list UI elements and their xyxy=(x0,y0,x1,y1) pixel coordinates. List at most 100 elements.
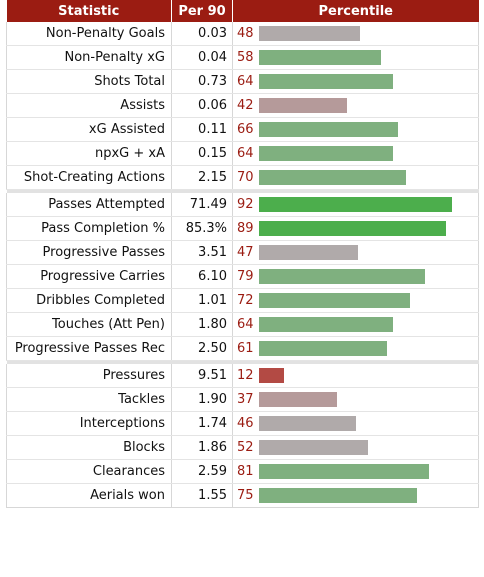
percentile-value: 66 xyxy=(237,122,254,137)
statistic-cell: Non-Penalty Goals xyxy=(6,22,172,46)
table-row: Touches (Att Pen) 1.80 64 xyxy=(6,312,479,337)
table-row: Progressive Carries 6.10 79 xyxy=(6,264,479,289)
percentile-cell: 70 xyxy=(232,165,479,190)
percentile-cell: 64 xyxy=(232,312,479,337)
statistic-cell: Pass Completion % xyxy=(6,216,172,241)
percentile-value: 64 xyxy=(237,146,254,161)
per90-cell: 0.03 xyxy=(171,22,233,46)
percentile-value: 12 xyxy=(237,368,254,383)
percentile-bar xyxy=(259,317,393,332)
per90-cell: 0.06 xyxy=(171,93,233,118)
percentile-cell: 64 xyxy=(232,141,479,166)
group-separator xyxy=(6,189,479,193)
per90-cell: 6.10 xyxy=(171,264,233,289)
group-separator xyxy=(6,360,479,364)
percentile-bar xyxy=(259,464,429,479)
percentile-value: 46 xyxy=(237,416,254,431)
per90-cell: 0.73 xyxy=(171,69,233,94)
percentile-value: 37 xyxy=(237,392,254,407)
column-header-per90[interactable]: Per 90 xyxy=(171,0,233,22)
scouting-report: Statistic Per 90 Percentile Non-Penalty … xyxy=(6,0,479,508)
percentile-bar xyxy=(259,122,398,137)
table-row: Shot-Creating Actions 2.15 70 xyxy=(6,165,479,190)
per90-cell: 85.3% xyxy=(171,216,233,241)
percentile-cell: 72 xyxy=(232,288,479,313)
percentile-bar xyxy=(259,392,337,407)
percentile-cell: 47 xyxy=(232,240,479,265)
percentile-cell: 92 xyxy=(232,193,479,217)
percentile-value: 75 xyxy=(237,488,254,503)
table-row: Tackles 1.90 37 xyxy=(6,387,479,412)
table-row: Non-Penalty Goals 0.03 48 xyxy=(6,22,479,46)
percentile-cell: 66 xyxy=(232,117,479,142)
percentile-value: 64 xyxy=(237,74,254,89)
table-row: Assists 0.06 42 xyxy=(6,93,479,118)
per90-cell: 71.49 xyxy=(171,193,233,217)
statistic-cell: Assists xyxy=(6,93,172,118)
table-row: Non-Penalty xG 0.04 58 xyxy=(6,45,479,70)
statistic-cell: Aerials won xyxy=(6,483,172,508)
statistic-cell: npxG + xA xyxy=(6,141,172,166)
percentile-cell: 37 xyxy=(232,387,479,412)
table-row: Dribbles Completed 1.01 72 xyxy=(6,288,479,313)
table-row: Pressures 9.51 12 xyxy=(6,364,479,388)
percentile-value: 64 xyxy=(237,317,254,332)
percentile-value: 72 xyxy=(237,293,254,308)
percentile-bar xyxy=(259,98,347,113)
percentile-value: 52 xyxy=(237,440,254,455)
percentile-bar xyxy=(259,440,368,455)
statistic-cell: Tackles xyxy=(6,387,172,412)
separator-cell xyxy=(6,360,479,364)
percentile-cell: 46 xyxy=(232,411,479,436)
statistic-cell: Shot-Creating Actions xyxy=(6,165,172,190)
separator-cell xyxy=(6,189,479,193)
per90-cell: 0.11 xyxy=(171,117,233,142)
percentile-bar xyxy=(259,293,410,308)
per90-cell: 3.51 xyxy=(171,240,233,265)
table-row: npxG + xA 0.15 64 xyxy=(6,141,479,166)
percentile-bar xyxy=(259,170,406,185)
percentile-value: 61 xyxy=(237,341,254,356)
per90-cell: 1.55 xyxy=(171,483,233,508)
percentile-bar xyxy=(259,416,356,431)
percentile-table: Statistic Per 90 Percentile Non-Penalty … xyxy=(6,0,479,508)
per90-cell: 2.50 xyxy=(171,336,233,361)
percentile-bar xyxy=(259,197,452,212)
percentile-bar xyxy=(259,26,360,41)
percentile-cell: 12 xyxy=(232,364,479,388)
percentile-cell: 79 xyxy=(232,264,479,289)
percentile-cell: 89 xyxy=(232,216,479,241)
per90-cell: 1.90 xyxy=(171,387,233,412)
statistic-cell: Pressures xyxy=(6,364,172,388)
percentile-cell: 42 xyxy=(232,93,479,118)
per90-cell: 0.04 xyxy=(171,45,233,70)
percentile-bar xyxy=(259,221,446,236)
table-body: Non-Penalty Goals 0.03 48 Non-Penalty xG 0.0… xyxy=(6,22,479,508)
per90-cell: 1.74 xyxy=(171,411,233,436)
percentile-cell: 52 xyxy=(232,435,479,460)
percentile-value: 79 xyxy=(237,269,254,284)
percentile-value: 70 xyxy=(237,170,254,185)
statistic-cell: Passes Attempted xyxy=(6,193,172,217)
statistic-cell: xG Assisted xyxy=(6,117,172,142)
percentile-cell: 48 xyxy=(232,22,479,46)
percentile-value: 48 xyxy=(237,26,254,41)
table-row: Progressive Passes Rec 2.50 61 xyxy=(6,336,479,361)
statistic-cell: Blocks xyxy=(6,435,172,460)
percentile-bar xyxy=(259,368,284,383)
column-header-statistic[interactable]: Statistic xyxy=(6,0,172,22)
statistic-cell: Dribbles Completed xyxy=(6,288,172,313)
per90-cell: 0.15 xyxy=(171,141,233,166)
table-row: Pass Completion % 85.3% 89 xyxy=(6,216,479,241)
statistic-cell: Progressive Passes xyxy=(6,240,172,265)
percentile-cell: 81 xyxy=(232,459,479,484)
per90-cell: 9.51 xyxy=(171,364,233,388)
table-row: Passes Attempted 71.49 92 xyxy=(6,193,479,217)
percentile-bar xyxy=(259,341,387,356)
statistic-cell: Clearances xyxy=(6,459,172,484)
percentile-value: 89 xyxy=(237,221,254,236)
percentile-bar xyxy=(259,146,393,161)
column-header-percentile[interactable]: Percentile xyxy=(232,0,479,22)
percentile-cell: 58 xyxy=(232,45,479,70)
statistic-cell: Progressive Carries xyxy=(6,264,172,289)
